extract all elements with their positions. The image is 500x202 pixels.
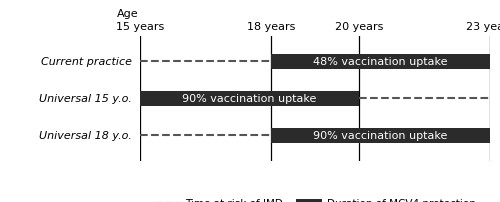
Text: 48% vaccination uptake: 48% vaccination uptake: [314, 57, 448, 67]
Text: Universal 15 y.o.: Universal 15 y.o.: [39, 94, 132, 104]
Bar: [271, 55, 490, 69]
Legend: Time at risk of IMD, Duration of MCV4 protection: Time at risk of IMD, Duration of MCV4 pr…: [150, 194, 480, 202]
Text: Current practice: Current practice: [40, 57, 132, 67]
Text: Universal 18 y.o.: Universal 18 y.o.: [39, 131, 132, 141]
Bar: [140, 92, 359, 106]
Text: Age: Age: [116, 9, 138, 19]
Text: 90% vaccination uptake: 90% vaccination uptake: [182, 94, 316, 104]
Bar: [271, 128, 490, 143]
Text: 90% vaccination uptake: 90% vaccination uptake: [314, 131, 448, 141]
